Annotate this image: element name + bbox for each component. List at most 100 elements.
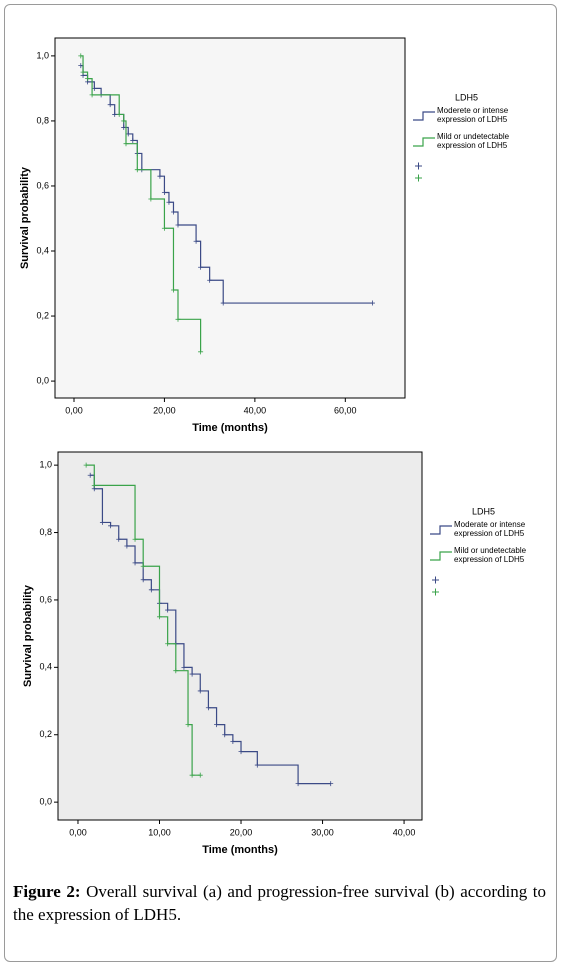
y-tick-label: 1,0: [36, 50, 49, 60]
y-tick-label: 0,2: [36, 310, 49, 320]
censor-mark: [148, 196, 154, 202]
censor-mark: [295, 781, 301, 787]
censor-mark: [116, 536, 122, 542]
y-tick-label: 0,0: [36, 375, 49, 385]
censor-mark: [222, 732, 228, 738]
censor-mark: [80, 69, 86, 75]
censor-mark: [148, 587, 154, 593]
plot-area: [54, 37, 406, 399]
censor-mark: [132, 560, 138, 566]
legend-label: Mild or undetectable expression of LDH5: [437, 132, 510, 150]
legend-swatch: [413, 137, 435, 147]
x-axis-label: Time (months): [202, 844, 278, 856]
censor-mark: [83, 462, 89, 468]
y-tick-label: 0,0: [39, 797, 52, 807]
y-tick-label: 0,6: [36, 180, 49, 190]
censor-mark: [173, 668, 179, 674]
censor-mark: [165, 607, 171, 613]
censor-mark: [170, 287, 176, 293]
y-tick-label: 0,4: [39, 662, 52, 672]
censor-mark: [116, 111, 122, 117]
y-tick-label: 0,6: [39, 594, 52, 604]
censor-mark: [175, 316, 181, 322]
y-tick-label: 1,0: [39, 460, 52, 470]
censor-mark: [175, 222, 181, 228]
censor-mark: [181, 664, 187, 670]
censor-mark: [193, 238, 199, 244]
legend-label: Moderete or intense expression of LDH5: [437, 106, 509, 124]
censor-mark: [134, 167, 140, 173]
censor-mark: [189, 772, 195, 778]
legend-entry: Moderate or intense expression of LDH5: [454, 520, 526, 538]
legend-label: Moderate or intense expression of LDH5: [454, 520, 526, 538]
x-tick-label: 30,00: [311, 827, 334, 837]
legend-swatch: [430, 551, 452, 561]
y-axis-label: Survival probability: [19, 166, 31, 269]
censor-mark: [197, 688, 203, 694]
censor-mark: [124, 543, 130, 549]
censor-mark: [121, 118, 127, 124]
censor-mark: [197, 772, 203, 778]
y-tick-label: 0,2: [39, 729, 52, 739]
plot-area: [57, 451, 423, 821]
caption-label: Figure 2:: [13, 882, 81, 901]
legend-title: LDH5: [472, 506, 495, 516]
censor-mark: [108, 523, 114, 529]
censor-mark: [140, 577, 146, 583]
legend-entry: Mild or undetectable expression of LDH5: [454, 546, 527, 564]
figure: 0,0 0,2 0,4 0,6 0,8 1,0 0,00 20,00 40,00 60,00 Tim…: [19, 37, 527, 856]
censor-mark: [89, 92, 95, 98]
caption: Figure 2: Overall survival (a) and progr…: [13, 880, 546, 926]
caption-text: Overall survival (a) and progression-fre…: [13, 882, 547, 924]
legend-entry: Moderete or intense expression of LDH5: [437, 106, 509, 124]
censor-mark: [220, 300, 226, 306]
x-tick-label: 0,00: [69, 827, 87, 837]
legend-marker: [432, 576, 439, 584]
censor-mark: [198, 349, 204, 355]
censor-mark: [156, 614, 162, 620]
censor-mark: [140, 563, 146, 569]
censor-mark: [238, 749, 244, 755]
censor-mark: [207, 277, 213, 283]
legend-marker: [432, 588, 439, 596]
x-tick-label: 40,00: [393, 827, 416, 837]
y-axis-label: Survival probability: [22, 584, 34, 687]
censor-mark: [107, 102, 113, 108]
x-tick-label: 10,00: [148, 827, 171, 837]
legend-swatch: [430, 525, 452, 535]
censor-mark: [165, 641, 171, 647]
censor-mark: [78, 53, 84, 59]
legend-marker: [415, 162, 422, 170]
legend-marker: [415, 174, 422, 182]
censor-mark: [189, 671, 195, 677]
x-tick-label: 20,00: [153, 405, 176, 415]
x-tick-label: 20,00: [230, 827, 253, 837]
censor-mark: [170, 209, 176, 215]
censor-mark: [132, 536, 138, 542]
y-tick-label: 0,8: [36, 115, 49, 125]
censor-mark: [112, 111, 118, 117]
censor-mark: [85, 76, 91, 82]
censor-mark: [205, 705, 211, 711]
censor-mark: [230, 738, 236, 744]
legend-entry: Mild or undetectable expression of LDH5: [437, 132, 510, 150]
censor-mark: [157, 173, 163, 179]
censor-mark: [130, 137, 136, 143]
censor-mark: [123, 141, 129, 147]
x-tick-label: 40,00: [244, 405, 267, 415]
legend-label: Mild or undetectable expression of LDH5: [454, 546, 527, 564]
x-axis-label: Time (months): [192, 422, 268, 434]
censor-mark: [161, 225, 167, 231]
censor-mark: [328, 781, 334, 787]
censor-mark: [87, 472, 93, 478]
x-tick-label: 0,00: [65, 405, 83, 415]
censor-mark: [99, 519, 105, 525]
censor-mark: [198, 264, 204, 270]
y-tick-label: 0,4: [36, 245, 49, 255]
censor-mark: [214, 722, 220, 728]
censor-mark: [91, 482, 97, 488]
legend-swatch: [413, 111, 435, 121]
censor-mark: [166, 199, 172, 205]
figure-frame: [4, 4, 557, 962]
